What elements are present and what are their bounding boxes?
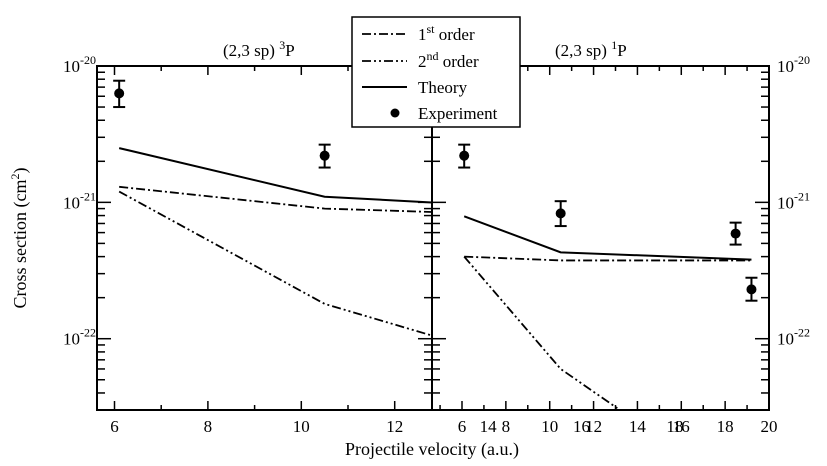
experiment-point xyxy=(319,150,330,161)
x-tick-label: 8 xyxy=(204,417,213,436)
y-ticks: 10-20 10-21 10-22 xyxy=(432,53,810,411)
x-tick-label: 12 xyxy=(585,417,602,436)
legend-label: Experiment xyxy=(418,104,498,123)
x-tick-label: 6 xyxy=(458,417,467,436)
experiment-points xyxy=(458,143,758,302)
x-tick-label: 16 xyxy=(573,417,590,436)
y-tick-label: 10-21 xyxy=(777,189,810,212)
legend-label: 1st order xyxy=(418,22,475,44)
legend-entry: Theory xyxy=(362,78,468,97)
y-axis-label: Cross section (cm2) xyxy=(8,168,31,309)
x-tick-label: 18 xyxy=(717,417,734,436)
series-line-dash-dot-dot xyxy=(118,190,432,337)
y-tick-label: 10-22 xyxy=(777,326,810,349)
x-tick-label: 12 xyxy=(386,417,403,436)
y-tick-label: 10-22 xyxy=(63,326,96,349)
series-line-solid xyxy=(463,215,752,261)
legend-label: Theory xyxy=(418,78,468,97)
x-tick-label: 10 xyxy=(293,417,310,436)
series-group xyxy=(118,147,432,337)
experiment-points xyxy=(113,79,742,246)
experiment-point xyxy=(459,150,470,161)
x-tick-label: 10 xyxy=(541,417,558,436)
series-group xyxy=(463,215,752,410)
x-ticks: 6 8 10 12 14 16 18 20 xyxy=(439,66,778,436)
legend-entry: 1st order xyxy=(362,22,475,44)
series-line-dash-dot xyxy=(119,185,432,213)
x-tick-label: 14 xyxy=(480,417,498,436)
legend-marker xyxy=(390,108,400,118)
y-tick-label: 10-20 xyxy=(63,53,96,76)
series-line-dash-dot xyxy=(464,255,752,262)
x-tick-label: 18 xyxy=(666,417,683,436)
x-tick-label: 8 xyxy=(502,417,511,436)
legend: 1st order 2nd order Theory Experiment xyxy=(351,16,521,128)
plot-frame xyxy=(431,65,770,411)
x-ticks: 6 8 10 12 14 16 18 xyxy=(110,66,683,436)
series-line-dash-dot-dot xyxy=(463,256,621,410)
x-tick-label: 16 xyxy=(673,417,690,436)
experiment-point xyxy=(746,284,757,295)
legend-entry: Experiment xyxy=(390,104,498,123)
panel-title: (2,3 sp) 3P xyxy=(223,38,295,60)
panel-title: (2,3 sp) 1P xyxy=(555,38,627,60)
experiment-point xyxy=(114,88,125,99)
y-tick-label: 10-21 xyxy=(63,189,96,212)
experiment-point xyxy=(730,228,741,239)
legend-box xyxy=(351,16,521,128)
x-tick-label: 6 xyxy=(110,417,119,436)
x-tick-label: 20 xyxy=(761,417,778,436)
legend-entry: 2nd order xyxy=(362,49,479,71)
y-ticks: 10-20 10-21 10-22 xyxy=(63,53,432,411)
legend-label: 2nd order xyxy=(418,49,479,71)
y-tick-label: 10-20 xyxy=(777,53,810,76)
x-tick-label: 14 xyxy=(629,417,647,436)
experiment-point xyxy=(555,208,566,219)
series-line-solid xyxy=(118,147,432,204)
x-axis-label: Projectile velocity (a.u.) xyxy=(345,439,519,460)
